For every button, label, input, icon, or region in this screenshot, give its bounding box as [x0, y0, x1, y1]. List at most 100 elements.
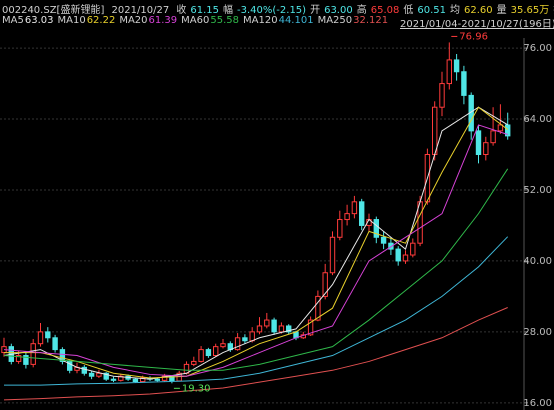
- candle-body: [373, 219, 380, 238]
- info-row: 002240.SZ[盛新锂能] 2021/10/27 收 61.15 幅 -3.40%…: [2, 1, 554, 16]
- candle-body: [329, 236, 336, 274]
- y-tick-label: 40.00: [523, 256, 552, 267]
- info-label: 收: [176, 5, 187, 16]
- info-item: 均 62.60: [450, 5, 493, 16]
- info-item: 幅 -3.40%(-2.15): [223, 5, 306, 16]
- info-item: 高 65.08: [357, 5, 400, 16]
- candle-body: [45, 331, 51, 339]
- ma-value: 55.58: [210, 15, 240, 26]
- ma-value: 32.121: [353, 15, 389, 26]
- candle-body: [278, 325, 285, 333]
- ma-name: MA250: [317, 15, 353, 26]
- candle-body: [351, 201, 358, 215]
- candle-body: [15, 355, 22, 362]
- ma-name: MA10: [57, 15, 86, 26]
- candle-body: [205, 349, 212, 357]
- info-label: 均: [450, 5, 460, 16]
- candle-body: [359, 201, 365, 226]
- candle-body: [103, 372, 109, 380]
- candle-body: [52, 337, 58, 351]
- info-item: 低 60.51: [403, 5, 446, 16]
- code: 002240.SZ[盛新锂能]: [2, 5, 105, 16]
- candle-body: [140, 377, 146, 383]
- candle-body: [242, 337, 248, 342]
- candle-body: [432, 106, 438, 156]
- candle-body: [213, 346, 219, 357]
- candle-body: [81, 366, 87, 374]
- candle-body: [490, 130, 496, 144]
- candle-body: [256, 325, 263, 333]
- candle-body: [505, 124, 511, 137]
- info-value: 60.51: [417, 5, 446, 16]
- candle-body: [118, 375, 124, 381]
- candle-body: [249, 331, 255, 342]
- info-value: 62.60: [464, 5, 493, 16]
- candle-body: [59, 349, 66, 362]
- ma-value: 61.39: [148, 15, 178, 26]
- annotation: 76.96: [459, 31, 488, 42]
- ma-row: MA563.03 MA1062.22 MA2061.39 MA6055.58 MA120…: [2, 15, 554, 30]
- candle-body: [322, 272, 328, 297]
- candle-body: [497, 124, 504, 132]
- ma-line: [3, 106, 508, 380]
- candle-body: [88, 372, 95, 377]
- info-label: 低: [403, 5, 414, 16]
- info-label: 高: [356, 5, 367, 16]
- info-value: 63.00: [324, 5, 353, 16]
- info-value: 61.15: [190, 5, 220, 16]
- info-label: 幅: [223, 5, 234, 16]
- ma-line: [3, 168, 509, 371]
- info-label: 开: [310, 5, 321, 16]
- candle-body: [220, 343, 226, 348]
- info-value: 65.08: [370, 5, 400, 16]
- y-tick-label: 52.00: [523, 185, 552, 196]
- ma-name: MA60: [181, 15, 210, 26]
- candle-body: [446, 59, 453, 85]
- ma-value: 63.03: [24, 15, 54, 26]
- date: 2021/10/27: [111, 5, 170, 16]
- candle-body: [461, 71, 467, 96]
- ma-value: 44.101: [278, 15, 314, 26]
- info-item: 收 61.15: [176, 5, 219, 16]
- candle-body: [475, 130, 482, 156]
- candle-body: [191, 360, 197, 365]
- candle-body: [264, 319, 270, 327]
- y-tick-label: 28.00: [523, 327, 552, 338]
- candle-body: [161, 375, 168, 381]
- candle-body: [344, 213, 350, 221]
- ma-name: MA5: [2, 15, 24, 26]
- candle-body: [453, 59, 460, 73]
- candle-body: [154, 378, 161, 381]
- annotation: 19.30: [182, 383, 211, 394]
- candle-body: [286, 325, 292, 333]
- candle-body: [380, 236, 387, 244]
- candle-body: [198, 349, 204, 362]
- ma-value: 62.22: [86, 15, 116, 26]
- candle-body: [395, 248, 401, 262]
- y-tick-label: 64.00: [523, 114, 552, 125]
- date-range: 2021/01/04-2021/10/27(196日): [400, 19, 554, 30]
- ma-line: [3, 124, 508, 377]
- candle-body: [110, 378, 117, 381]
- y-tick-label: 76.00: [523, 43, 552, 54]
- candle-body: [439, 83, 445, 108]
- candle-body: [337, 219, 343, 238]
- candle-body: [402, 254, 409, 262]
- candle-body: [410, 242, 416, 256]
- candle-body: [67, 360, 73, 371]
- candle-body: [30, 343, 36, 365]
- candle-body: [483, 142, 489, 156]
- info-item: 量 35.65万: [497, 5, 550, 16]
- candle-body: [234, 337, 241, 351]
- candle-body: [96, 372, 102, 377]
- ma-name: MA20: [119, 15, 148, 26]
- ma-line: [4, 236, 509, 386]
- ma-line: [4, 106, 509, 379]
- ma-name: MA120: [243, 15, 278, 26]
- candle-body: [271, 319, 277, 333]
- info-label: 量: [496, 5, 507, 16]
- info-item: 开 63.00: [310, 5, 353, 16]
- info-value: 35.65万: [510, 5, 550, 16]
